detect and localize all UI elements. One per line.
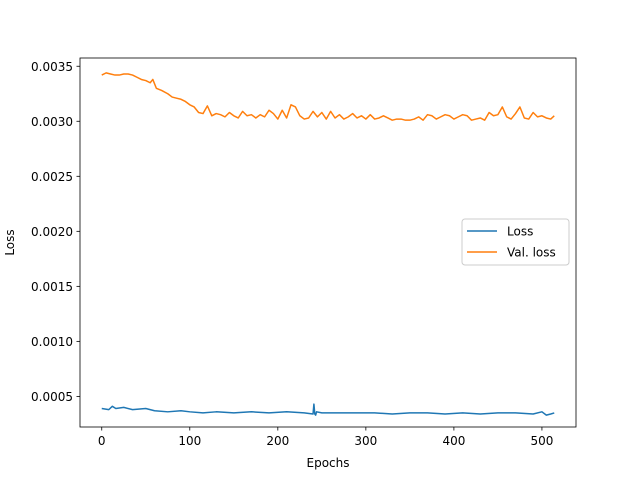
axes-frame (79, 57, 577, 428)
y-tick-label: 0.0025 (31, 170, 73, 184)
y-axis-label: Loss (3, 229, 17, 255)
series-layer (101, 72, 555, 416)
y-tick-label: 0.0020 (31, 225, 73, 239)
legend-label-val-loss: Val. loss (507, 246, 556, 260)
legend-label-loss: Loss (507, 225, 533, 239)
x-axis-label: Epochs (307, 456, 350, 470)
legend: Loss Val. loss (461, 218, 570, 266)
series-line-val-loss (101, 72, 555, 121)
y-axis-ticks: 0.0005 0.0010 0.0015 0.0020 0.0025 0.0030 0.00… (31, 60, 80, 404)
x-tick-label: 0 (98, 434, 106, 448)
x-tick-label: 400 (442, 434, 465, 448)
y-tick-label: 0.0005 (31, 390, 73, 404)
x-tick-label: 300 (354, 434, 377, 448)
y-tick-label: 0.0030 (31, 115, 73, 129)
series-line-loss (101, 403, 555, 416)
x-tick-label: 100 (178, 434, 201, 448)
x-tick-label: 200 (266, 434, 289, 448)
x-axis-ticks: 0 100 200 300 400 500 (98, 427, 553, 448)
y-tick-label: 0.0015 (31, 280, 73, 294)
y-tick-label: 0.0035 (31, 60, 73, 74)
y-tick-label: 0.0010 (31, 335, 73, 349)
x-tick-label: 500 (530, 434, 553, 448)
